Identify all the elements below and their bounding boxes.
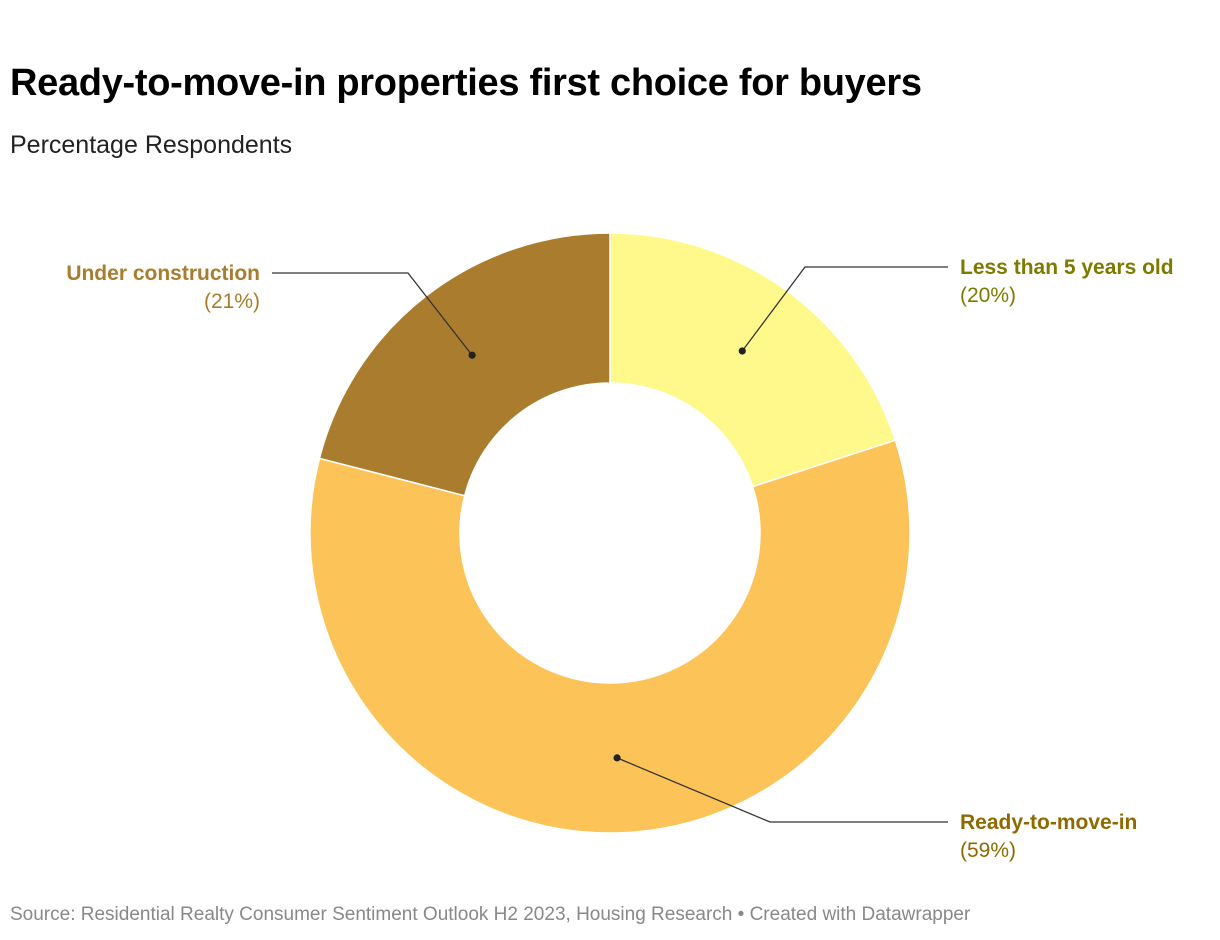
leader-line-under-construction	[272, 272, 473, 356]
label-less-than-5-years-old: Less than 5 years old	[960, 256, 1174, 279]
label-ready-to-move-in: Ready-to-move-in	[960, 811, 1137, 834]
source-note: Source: Residential Realty Consumer Sent…	[10, 904, 971, 925]
value-label-less-than-5-years-old: (20%)	[960, 284, 1016, 307]
slice-ready-to-move-in	[309, 439, 911, 834]
slice-under-construction	[318, 232, 611, 497]
slice-less-than-5-years-old	[609, 232, 897, 488]
label-under-construction: Under construction	[66, 262, 260, 285]
value-label-under-construction: (21%)	[204, 290, 260, 313]
chart-title: Ready-to-move-in properties first choice…	[10, 62, 922, 104]
leader-line-ready-to-move-in	[616, 757, 948, 823]
chart-subtitle: Percentage Respondents	[10, 131, 293, 159]
leader-dot-less-than-5-years-old	[738, 347, 746, 355]
leader-dot-under-construction	[468, 351, 476, 359]
leader-dot-ready-to-move-in	[613, 754, 621, 762]
leader-line-less-than-5-years-old	[741, 266, 948, 352]
value-label-ready-to-move-in: (59%)	[960, 839, 1016, 862]
